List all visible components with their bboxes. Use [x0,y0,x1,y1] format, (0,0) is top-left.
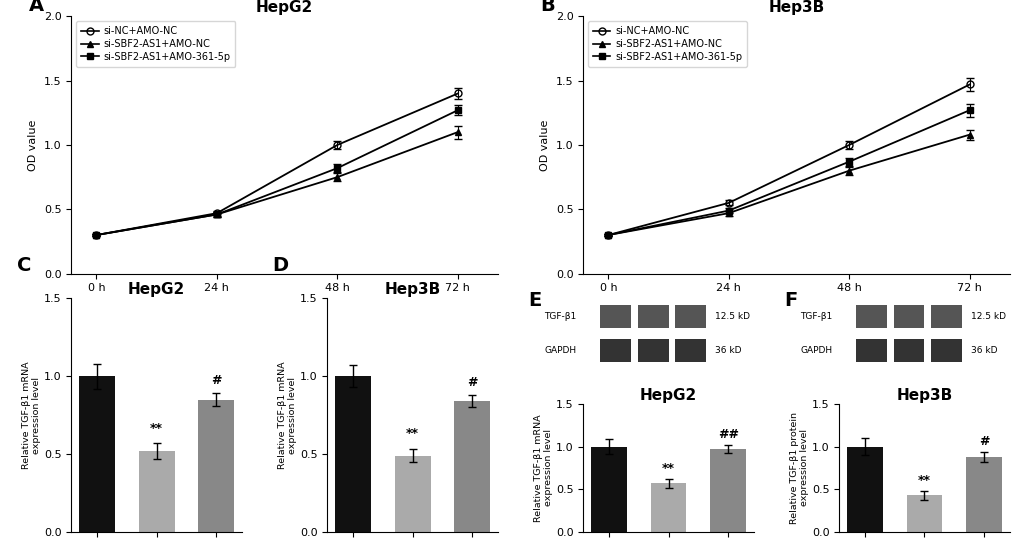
Y-axis label: Relative TGF-β1 mRNA
expression level: Relative TGF-β1 mRNA expression level [533,414,552,522]
Bar [930,305,961,328]
Bar [394,456,430,532]
Y-axis label: Relative TGF-β1 protein
expression level: Relative TGF-β1 protein expression level [789,412,808,524]
Text: TGF-β1: TGF-β1 [544,312,576,321]
Bar [637,305,667,328]
Bar [893,305,923,328]
Bar [855,339,887,362]
Bar [79,376,115,532]
Text: 12.5 kD: 12.5 kD [970,312,1005,321]
Bar [906,495,942,532]
Text: GAPDH: GAPDH [544,346,576,355]
Bar [846,446,881,532]
Text: C: C [16,256,32,275]
Text: **: ** [406,427,419,440]
Y-axis label: OD value: OD value [29,119,39,171]
Bar [199,400,234,532]
Text: 36 kD: 36 kD [970,346,997,355]
Text: D: D [272,256,288,275]
Bar [709,449,745,532]
Title: HepG2: HepG2 [639,388,697,402]
Y-axis label: Relative TGF-β1 mRNA
expression level: Relative TGF-β1 mRNA expression level [21,361,41,469]
Text: TGF-β1: TGF-β1 [799,312,832,321]
Bar [637,339,667,362]
Bar [335,376,371,532]
Bar [139,451,174,532]
Bar [965,457,1001,532]
Text: **: ** [661,462,675,475]
Bar [600,339,631,362]
Title: Hep3B: Hep3B [384,282,440,297]
Text: F: F [784,291,797,310]
Bar [650,483,686,532]
Text: 36 kD: 36 kD [714,346,741,355]
Title: Hep3B: Hep3B [767,0,823,15]
Text: #: # [467,376,477,389]
Y-axis label: OD value: OD value [540,119,549,171]
Text: E: E [528,291,541,310]
Text: ##: ## [717,427,738,440]
Text: A: A [29,0,44,15]
Legend: si-NC+AMO-NC, si-SBF2-AS1+AMO-NC, si-SBF2-AS1+AMO-361-5p: si-NC+AMO-NC, si-SBF2-AS1+AMO-NC, si-SBF… [588,21,747,67]
Bar [930,339,961,362]
Text: 12.5 kD: 12.5 kD [714,312,749,321]
Bar [855,305,887,328]
Text: #: # [211,374,221,387]
Bar [893,339,923,362]
Bar [590,446,627,532]
Y-axis label: Relative TGF-β1 mRNA
expression level: Relative TGF-β1 mRNA expression level [277,361,297,469]
Text: GAPDH: GAPDH [800,346,832,355]
Title: Hep3B: Hep3B [896,388,952,402]
Text: **: ** [150,422,163,435]
Bar [600,305,631,328]
Text: B: B [540,0,554,15]
Title: HepG2: HepG2 [128,282,185,297]
Text: #: # [978,435,988,448]
Bar [453,401,490,532]
Bar [675,305,705,328]
Bar [675,339,705,362]
Title: HepG2: HepG2 [256,0,313,15]
Legend: si-NC+AMO-NC, si-SBF2-AS1+AMO-NC, si-SBF2-AS1+AMO-361-5p: si-NC+AMO-NC, si-SBF2-AS1+AMO-NC, si-SBF… [76,21,235,67]
Text: **: ** [917,473,930,487]
